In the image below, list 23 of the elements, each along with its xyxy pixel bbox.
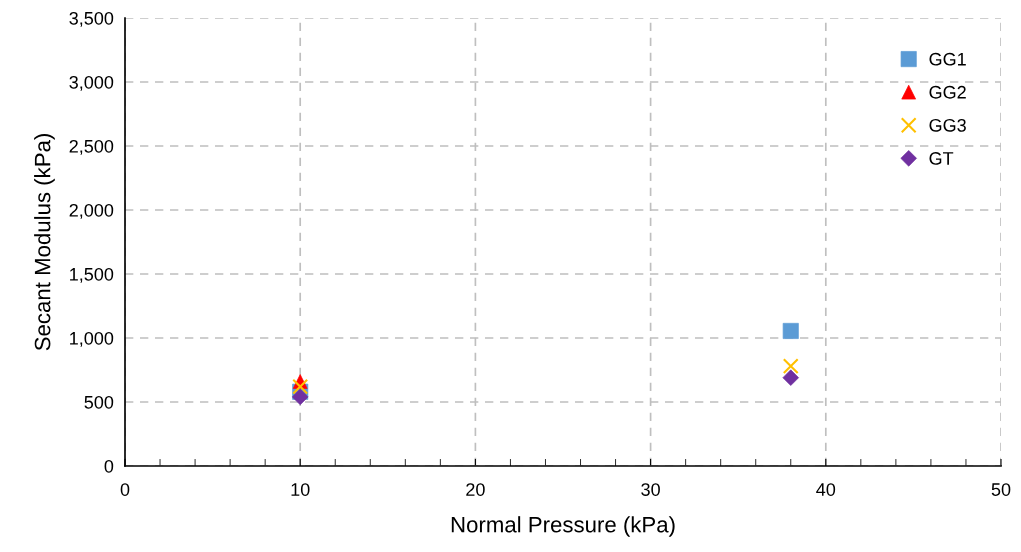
y-axis-title: Secant Modulus (kPa) <box>34 134 55 351</box>
point <box>782 322 799 339</box>
x-tick-label: 0 <box>120 483 130 496</box>
legend-label: GG1 <box>929 52 966 66</box>
legend-label: GG3 <box>929 118 966 132</box>
y-tick-label: 1,000 <box>70 331 114 347</box>
y-tick-label: 1,500 <box>70 267 114 283</box>
y-tick-label: 500 <box>84 395 114 409</box>
point <box>292 378 309 395</box>
point <box>782 358 799 375</box>
x-tick-label: 50 <box>991 483 1011 496</box>
x-tick-label: 10 <box>291 483 310 496</box>
legend-label: GG2 <box>929 85 966 99</box>
y-tick-label: 0 <box>104 459 114 473</box>
x-tick-label: 20 <box>466 483 485 496</box>
y-tick-label: 3,500 <box>69 11 114 27</box>
x-tick-label: 30 <box>641 483 660 496</box>
y-tick-label: 3,000 <box>69 75 114 91</box>
legend-label: GT <box>929 152 954 165</box>
x-tick-label: 40 <box>816 483 836 496</box>
y-tick-label: 2,000 <box>69 203 114 219</box>
x-axis-title: Normal Pressure (kPa) <box>451 516 675 537</box>
y-tick-label: 2,500 <box>69 139 114 155</box>
